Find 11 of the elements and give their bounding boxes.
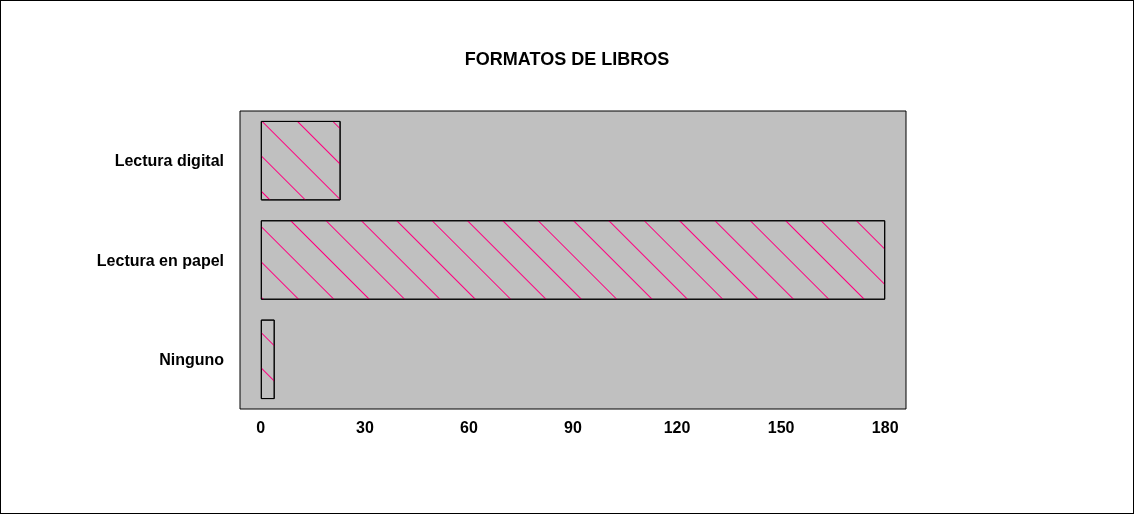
y-tick-label: Ninguno: [159, 350, 225, 368]
x-tick-label: 90: [564, 418, 582, 436]
y-tick-label: Lectura en papel: [96, 251, 224, 269]
x-tick-label: 150: [767, 418, 795, 436]
x-tick-label: 120: [663, 418, 691, 436]
x-tick-label: 0: [256, 418, 266, 436]
chart-title: FORMATOS DE LIBROS: [464, 49, 670, 69]
x-tick-label: 60: [460, 418, 478, 436]
y-tick-label: Lectura digital: [114, 152, 224, 170]
x-tick-label: 180: [871, 418, 899, 436]
x-tick-label: 30: [355, 418, 374, 436]
